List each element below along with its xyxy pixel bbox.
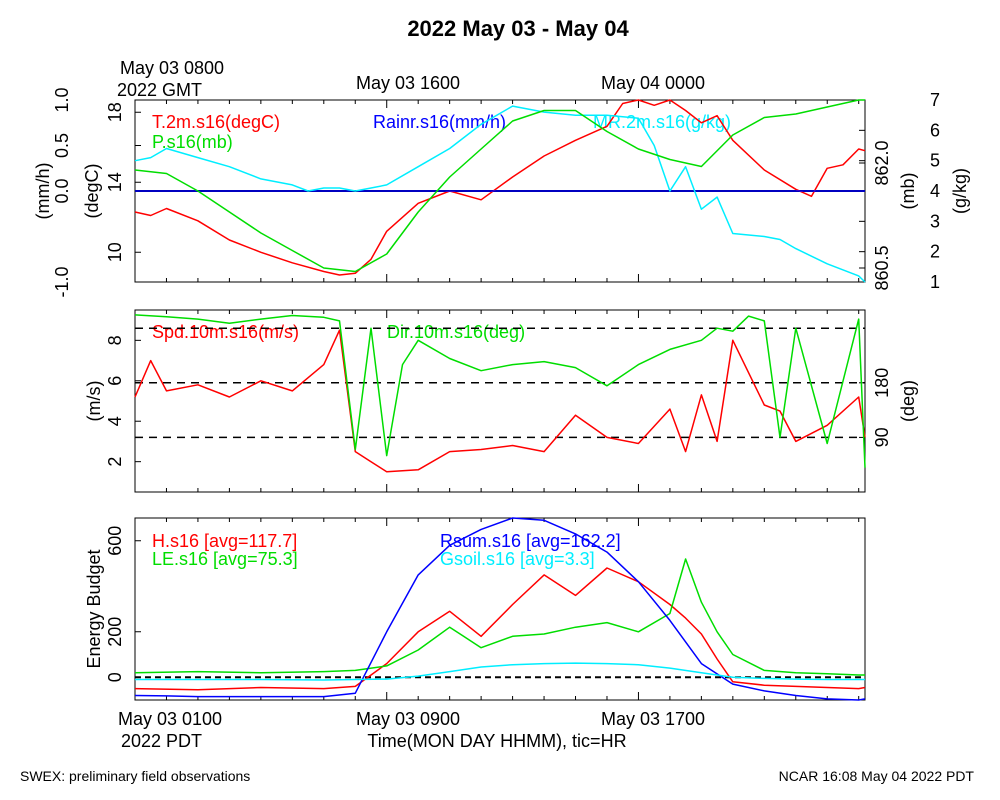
top-date-start-line2: 2022 GMT [117, 80, 202, 100]
wind-direction-line [134, 314, 866, 468]
top-date-mid2: May 04 0000 [601, 73, 705, 93]
top-left_outer-tick-label: 0.5 [52, 133, 72, 158]
top-left_inner-tick-label: 14 [105, 172, 125, 192]
middle-left-tick-label: 2 [105, 457, 125, 467]
top-right_inner-tick-label: 862.0 [872, 140, 892, 185]
legend-mixing-ratio: MR.2m.s16(g/kg) [593, 112, 731, 132]
legend-rainrate: Rainr.s16(mm/h) [373, 112, 506, 132]
wind-speed-line [134, 329, 866, 473]
top-right_outer-tick-label: 6 [930, 120, 940, 140]
chart-title: 2022 May 03 - May 04 [407, 16, 629, 41]
top-date-start-line1: May 03 0800 [120, 58, 224, 78]
x-axis-label: Time(MON DAY HHMM), tic=HR [367, 731, 626, 751]
middle-left-tick-label: 8 [105, 335, 125, 345]
top-left-outer-axis-label: (mm/h) [33, 163, 53, 220]
bottom-left-tick-label: 200 [105, 617, 125, 647]
top-left_outer-tick-label: -1.0 [52, 266, 72, 297]
soil-heat-line [135, 662, 865, 681]
footer-left: SWEX: preliminary field observations [20, 768, 250, 784]
top-date-mid1: May 03 1600 [356, 73, 460, 93]
legend-latent-heat: LE.s16 [avg=75.3] [152, 549, 298, 569]
bottom-date-start-line1: May 03 0100 [118, 709, 222, 729]
top-right_inner-tick-label: 860.5 [872, 245, 892, 290]
middle-left-tick-label: 4 [105, 416, 125, 426]
top-right_outer-tick-label: 5 [930, 151, 940, 171]
top-left_outer-tick-label: 0.0 [52, 178, 72, 203]
bottom-left-tick-label: 600 [105, 526, 125, 556]
top-right_outer-tick-label: 4 [930, 181, 940, 201]
top-left-inner-axis-label: (degC) [82, 163, 102, 218]
top-right_outer-tick-label: 2 [930, 242, 940, 262]
bottom-left-axis-label: Energy Budget [84, 549, 104, 668]
legend-wind-direction: Dir.10m.s16(deg) [387, 322, 525, 342]
chart-marks: -1.0 0.0 0.5 1.0 10 14 18 860.5 862.0 1 2 3 4 5 6 7 2 4 6 8… [52, 87, 940, 701]
top-right_outer-tick-label: 7 [930, 90, 940, 110]
legend-pressure: P.s16(mb) [152, 132, 233, 152]
top-left_inner-tick-label: 18 [105, 102, 125, 122]
top-right_outer-tick-label: 3 [930, 211, 940, 231]
temperature-line [134, 99, 866, 276]
top-right-inner-axis-label: (mb) [898, 173, 918, 210]
legend-soil-heat: Gsoil.s16 [avg=3.3] [440, 549, 595, 569]
sensible-heat-line [134, 567, 866, 691]
middle-left-axis-label: (m/s) [84, 381, 104, 422]
top-left_outer-tick-label: 1.0 [52, 87, 72, 112]
middle-right-axis-label: (deg) [898, 380, 918, 422]
top-left_inner-tick-label: 10 [105, 242, 125, 262]
legend-temperature: T.2m.s16(degC) [152, 112, 280, 132]
legend-net-radiation: Rsum.s16 [avg=162.2] [440, 531, 621, 551]
legend-wind-speed: Spd.10m.s16(m/s) [152, 322, 299, 342]
middle-left-tick-label: 6 [105, 376, 125, 386]
bottom-panel-frame [134, 517, 866, 701]
latent-heat-line [134, 558, 865, 676]
pressure-line [134, 99, 865, 273]
bottom-date-mid2: May 03 1700 [601, 709, 705, 729]
middle-right-tick-label: 90 [872, 427, 892, 447]
footer-right: NCAR 16:08 May 04 2022 PDT [779, 768, 975, 784]
bottom-date-mid1: May 03 0900 [356, 709, 460, 729]
middle-right-tick-label: 180 [872, 368, 892, 398]
middle-panel-frame [134, 309, 866, 493]
legend-sensible-heat: H.s16 [avg=117.7] [152, 531, 297, 551]
top-right-outer-axis-label: (g/kg) [950, 168, 970, 214]
bottom-left-tick-label: 0 [105, 672, 125, 682]
top-right_outer-tick-label: 1 [930, 272, 940, 292]
net-radiation-line [134, 517, 866, 701]
bottom-date-start-line2: 2022 PDT [121, 731, 202, 751]
mixing-ratio-line [134, 105, 866, 283]
